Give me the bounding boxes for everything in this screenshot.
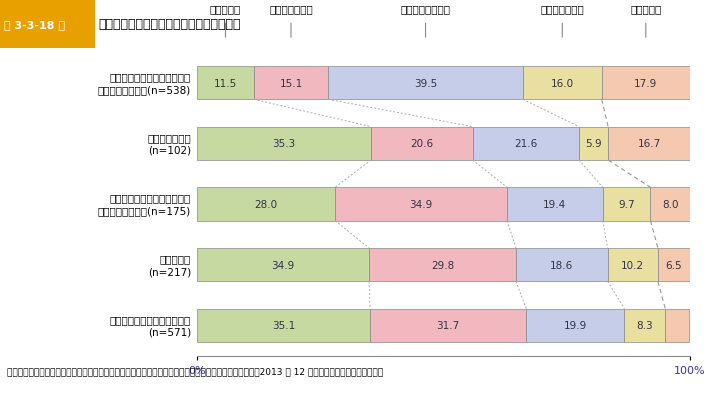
Bar <box>523 67 602 100</box>
Text: 10.2: 10.2 <box>621 260 644 270</box>
Text: 悪くなった: 悪くなった <box>630 4 662 14</box>
Text: 9.7: 9.7 <box>618 200 635 209</box>
Bar <box>624 309 665 342</box>
Text: 8.0: 8.0 <box>662 200 679 209</box>
Bar <box>602 67 690 100</box>
Text: 39.5: 39.5 <box>414 79 437 88</box>
Text: やや良くなった: やや良くなった <box>269 4 313 14</box>
Text: 事業承継後の取組と事業承継後の業績変化: 事業承継後の取組と事業承継後の業績変化 <box>99 18 241 31</box>
Text: 21.6: 21.6 <box>514 139 537 149</box>
Bar <box>650 188 690 221</box>
Bar <box>516 248 608 282</box>
Text: 15.1: 15.1 <box>279 79 303 88</box>
Text: やや悪くなった: やや悪くなった <box>541 4 584 14</box>
Text: 34.9: 34.9 <box>410 200 433 209</box>
Bar <box>579 127 608 161</box>
Text: 18.6: 18.6 <box>550 260 574 270</box>
Text: 19.9: 19.9 <box>564 321 587 330</box>
Text: 17.9: 17.9 <box>634 79 658 88</box>
Bar <box>369 248 516 282</box>
Bar <box>370 309 527 342</box>
Bar <box>658 248 690 282</box>
Text: 20.6: 20.6 <box>410 139 434 149</box>
Bar <box>253 67 328 100</box>
Text: あまり変わらない: あまり変わらない <box>401 4 451 14</box>
Bar <box>335 188 507 221</box>
Text: 35.3: 35.3 <box>272 139 296 149</box>
Bar <box>603 188 650 221</box>
Text: 8.3: 8.3 <box>636 321 653 330</box>
Text: 新商品開発
(n=217): 新商品開発 (n=217) <box>148 254 191 276</box>
Text: 良くなった: 良くなった <box>210 4 241 14</box>
Bar <box>197 127 371 161</box>
Bar <box>197 67 253 100</box>
Text: 5.9: 5.9 <box>585 139 602 149</box>
Text: 6.5: 6.5 <box>665 260 682 270</box>
Text: 16.7: 16.7 <box>638 139 661 149</box>
Text: 第 3-3-18 図: 第 3-3-18 図 <box>4 20 65 29</box>
Text: 先代と異なる取り組みは行っ
ていない　　　　(n=538): 先代と異なる取り組みは行っ ていない (n=538) <box>98 72 191 95</box>
Text: 異業種への参入
(n=102): 異業種への参入 (n=102) <box>147 133 191 155</box>
Bar <box>328 67 523 100</box>
Bar <box>197 188 335 221</box>
Text: 赤字部門からの撤退など業態
見直し　　　　　(n=175): 赤字部門からの撤退など業態 見直し (n=175) <box>98 193 191 216</box>
Text: 31.7: 31.7 <box>436 321 460 330</box>
Text: 35.1: 35.1 <box>272 321 295 330</box>
Bar <box>197 248 369 282</box>
Bar <box>608 127 691 161</box>
Text: 新たな販路開拓・取引先拡大
(n=571): 新たな販路開拓・取引先拡大 (n=571) <box>110 314 191 337</box>
Text: 19.4: 19.4 <box>543 200 567 209</box>
Bar <box>197 309 370 342</box>
Bar <box>0 0 95 49</box>
Text: 28.0: 28.0 <box>255 200 277 209</box>
Text: 資料：中小企業庁委託「中小企業者・小規模企業者の経営実態及び事業承継に関するアンケート調査」（2013 年 12 月、（株）帝国データバンク）: 資料：中小企業庁委託「中小企業者・小規模企業者の経営実態及び事業承継に関するアン… <box>7 366 383 375</box>
Text: 11.5: 11.5 <box>214 79 237 88</box>
Text: 29.8: 29.8 <box>431 260 454 270</box>
Bar <box>527 309 624 342</box>
Bar <box>608 248 658 282</box>
Text: 34.9: 34.9 <box>272 260 295 270</box>
Bar <box>665 309 689 342</box>
Bar <box>371 127 472 161</box>
Bar <box>507 188 603 221</box>
Text: 16.0: 16.0 <box>551 79 574 88</box>
Bar <box>472 127 579 161</box>
